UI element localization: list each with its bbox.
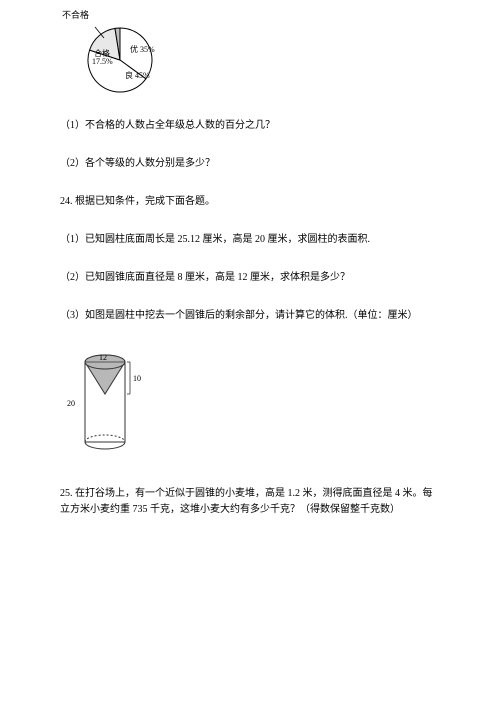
pie-chart: 不合格 优 35% 良 45% 合格 17.5% (60, 10, 180, 100)
pie-label-excellent: 优 35% (130, 44, 155, 54)
question-2: （2）各个等级的人数分别是多少？ (60, 156, 440, 172)
question-24-header: 24. 根据已知条件，完成下面各题。 (60, 194, 440, 210)
question-24-1: （1）已知圆柱底面周长是 25.12 厘米，高是 20 厘米，求圆柱的表面积. (60, 232, 440, 248)
question-25: 25. 在打谷场上，有一个近似于圆锥的小麦堆，高是 1.2 米，测得底面直径是 … (60, 486, 440, 518)
question-24-3: （3）如图是圆柱中挖去一个圆锥后的剩余部分，请计算它的体积.（单位：厘米） (60, 308, 440, 324)
cylinder-height-label: 20 (67, 399, 75, 408)
cylinder-figure: 12 10 20 (65, 346, 155, 466)
diameter-label: 12 (99, 353, 107, 362)
cylinder-svg: 12 10 20 (65, 346, 155, 466)
pie-label-pass-2: 17.5% (92, 57, 113, 66)
question-24-2: （2）已知圆锥底面直径是 8 厘米，高是 12 厘米，求体积是多少？ (60, 270, 440, 286)
pie-svg: 优 35% 良 45% 合格 17.5% (80, 20, 170, 100)
cone-height-label: 10 (133, 374, 141, 383)
cylinder-bottom-arc-front (85, 442, 125, 449)
pie-label-good: 良 45% (125, 70, 150, 80)
question-1: （1）不合格的人数占全年级总人数的百分之几？ (60, 118, 440, 134)
